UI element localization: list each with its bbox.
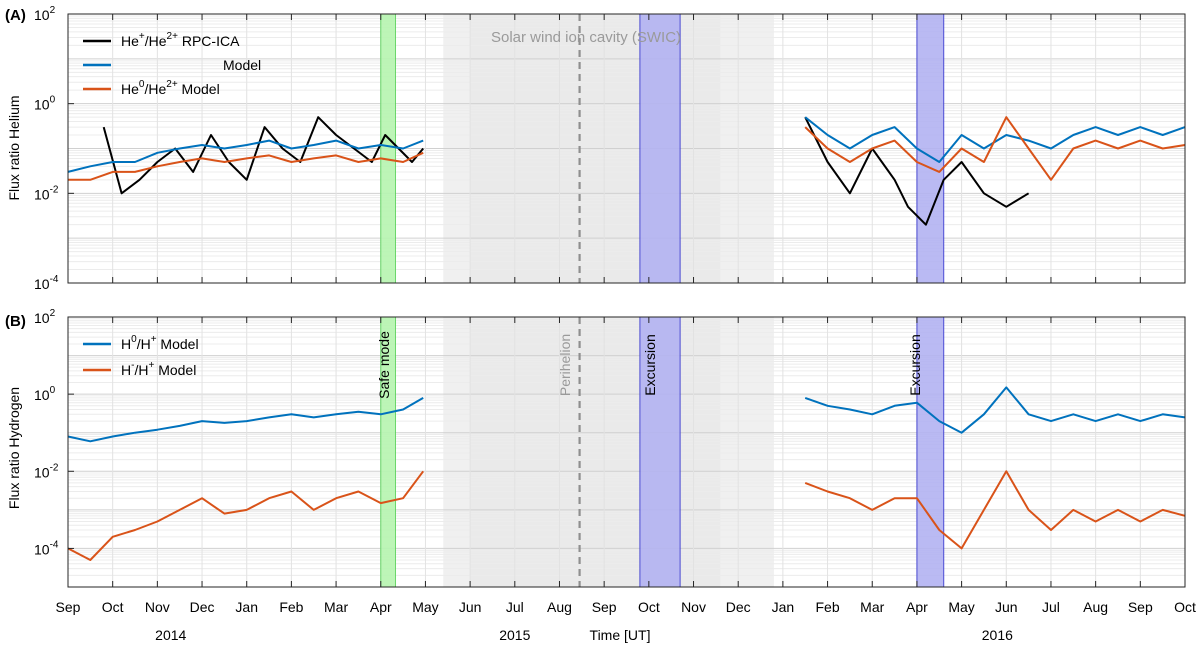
month-label: Aug: [1083, 599, 1108, 615]
y-tick-label: 10-4: [34, 274, 59, 292]
axes-frame: [67, 316, 1186, 588]
month-label: Mar: [324, 599, 348, 615]
month-label: Aug: [547, 599, 572, 615]
year-label: 2014: [155, 627, 186, 643]
month-label: Mar: [860, 599, 884, 615]
month-label: Feb: [279, 599, 303, 615]
month-label: Oct: [102, 599, 124, 615]
month-label: Jun: [995, 599, 1018, 615]
month-label: Nov: [681, 599, 706, 615]
month-label: May: [948, 599, 974, 615]
month-label: Oct: [638, 599, 660, 615]
month-label: Apr: [370, 599, 392, 615]
panel-a-plot: 10-4 10-2 100 102 He+/He2+ RPC-ICA ModelHe0/H…: [34, 5, 1186, 292]
month-label: Apr: [906, 599, 928, 615]
legend-label: H0/H+ Model: [121, 334, 199, 352]
month-label: May: [412, 599, 438, 615]
month-label: Sep: [592, 599, 617, 615]
legend: H0/H+ Model H-/H+ Model: [83, 334, 199, 378]
series-line-h0-h-model: [67, 397, 424, 443]
panel-a-ylabel: Flux ratio Helium: [6, 95, 22, 200]
legend-label: Model: [223, 57, 261, 73]
excursion-label-2: Excursion: [907, 334, 923, 395]
y-tick-label: 10-2: [34, 462, 59, 480]
month-label: Sep: [1128, 599, 1153, 615]
time-axis: Time [UT] Sep Oct Nov Dec Jan Feb Mar Apr May Jun…: [56, 599, 1196, 643]
safe-mode-label: Safe mode: [376, 331, 392, 399]
month-label: Jul: [506, 599, 524, 615]
swic-annotation: Solar wind ion cavity (SWIC): [491, 29, 681, 46]
year-label: 2016: [982, 627, 1013, 643]
series-line-he0-he2-model: [68, 151, 424, 181]
series-line-he-he2-rpc-ica: [102, 116, 424, 195]
y-tick-label: 100: [34, 385, 56, 403]
excursion-region: [916, 316, 945, 588]
series-line-he0-he2-model: [804, 116, 1186, 181]
month-label: Nov: [145, 599, 170, 615]
month-label: Jun: [459, 599, 482, 615]
excursion-region: [639, 13, 681, 284]
y-tick-label: 100: [34, 95, 56, 113]
panel-b-plot: 10-4 10-2 100 102 H0/H+ Model H-/H+ Model: [34, 308, 1186, 588]
panel-a-helium: 10-4 10-2 100 102 He+/He2+ RPC-ICA ModelHe0/H…: [5, 5, 1186, 292]
month-label: Jan: [235, 599, 258, 615]
x-axis-label: Time [UT]: [590, 627, 651, 643]
y-tick-label: 102: [34, 5, 56, 23]
excursion-region: [916, 13, 945, 284]
excursion-label-1: Excursion: [642, 334, 658, 395]
y-tick-label: 10-2: [34, 184, 59, 202]
perihelion-label: Perihelion: [557, 334, 573, 396]
series-line-model: [67, 139, 424, 173]
y-tick-label: 102: [34, 308, 56, 326]
axes-frame: [67, 13, 1186, 284]
legend-label: H-/H+ Model: [121, 360, 196, 378]
panel-b-label: (B): [5, 313, 26, 330]
month-label: Jan: [772, 599, 795, 615]
y-tick-label: 10-4: [34, 539, 59, 557]
panel-a-label: (A): [5, 7, 26, 24]
legend-label: He0/He2+ Model: [121, 79, 220, 97]
year-label: 2015: [499, 627, 530, 643]
month-label: Oct: [1174, 599, 1196, 615]
panel-b-hydrogen: 10-4 10-2 100 102 H0/H+ Model H-/H+ Model (B)…: [5, 308, 1186, 588]
series-line-h-h-model: [804, 470, 1186, 550]
month-label: Dec: [190, 599, 215, 615]
series-line-h-h-model: [67, 470, 425, 561]
month-label: Sep: [56, 599, 81, 615]
month-label: Feb: [815, 599, 839, 615]
panel-b-ylabel: Flux ratio Hydrogen: [6, 387, 22, 509]
month-label: Dec: [726, 599, 751, 615]
safe-mode-region: [380, 13, 397, 284]
series-line-h0-h-model: [804, 386, 1186, 434]
month-label: Jul: [1042, 599, 1060, 615]
legend-label: He+/He2+ RPC-ICA: [121, 31, 240, 49]
series-line-he-he2-rpc-ica: [804, 116, 1030, 226]
